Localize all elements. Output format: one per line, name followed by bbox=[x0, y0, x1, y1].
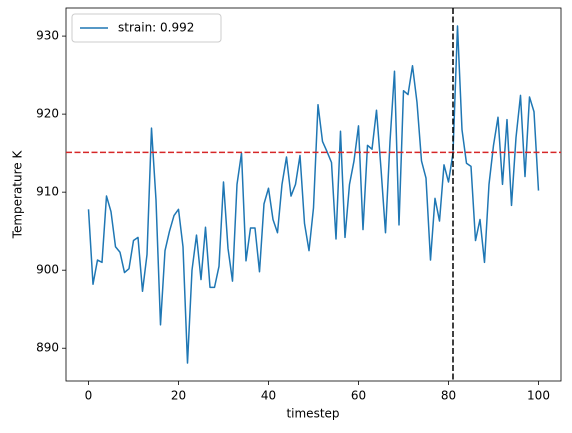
x-tick-label: 100 bbox=[527, 389, 550, 403]
x-tick-label: 20 bbox=[171, 389, 186, 403]
y-tick-label: 890 bbox=[36, 341, 59, 355]
x-axis-label: timestep bbox=[286, 407, 339, 421]
y-tick-label: 930 bbox=[36, 29, 59, 43]
legend-box bbox=[71, 13, 222, 43]
y-axis-label: Temperature K bbox=[11, 150, 25, 240]
x-tick-label: 40 bbox=[261, 389, 276, 403]
x-tick-label: 80 bbox=[441, 389, 456, 403]
data-line bbox=[87, 25, 540, 364]
y-tick-label: 910 bbox=[36, 185, 59, 199]
y-tick-label: 920 bbox=[36, 107, 59, 121]
y-tick-label: 900 bbox=[36, 263, 59, 277]
x-tick-label: 0 bbox=[85, 389, 93, 403]
legend-label: strain: 0.992 bbox=[118, 21, 194, 35]
x-tick-label: 60 bbox=[351, 389, 366, 403]
